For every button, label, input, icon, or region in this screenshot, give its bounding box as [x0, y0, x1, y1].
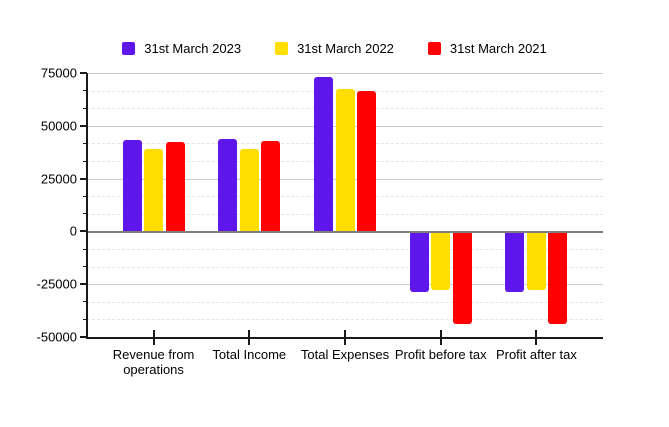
bar-31st-march-2023-category-4	[409, 233, 429, 293]
y-axis-tick-label: 75000	[40, 65, 77, 81]
gridline-minor	[87, 266, 603, 268]
y-axis-tick	[83, 301, 87, 303]
legend-item-1: 31st March 2023	[122, 41, 241, 56]
legend-item-3: 31st March 2021	[427, 41, 547, 56]
x-axis-tick	[535, 330, 538, 345]
gridline-major	[87, 73, 603, 74]
gridline-minor	[87, 249, 603, 250]
x-axis-tick	[152, 330, 155, 345]
bar-31st-march-2022-category-4	[431, 233, 451, 291]
bar-31st-march-2021-category-5	[548, 233, 568, 325]
y-axis-tick-label: -50000	[36, 329, 77, 345]
legend-item-2: 31st March 2022	[275, 41, 394, 56]
bar-31st-march-2021-category-2	[261, 140, 281, 232]
bar-31st-march-2023-category-1	[122, 139, 142, 232]
x-axis-category-label: Profit before tax	[394, 347, 487, 362]
y-axis-tick	[83, 107, 87, 109]
chart-legend: 31st March 2023 31st March 2022 31st March…	[0, 41, 669, 56]
legend-label: 31st March 2021	[449, 41, 547, 56]
gridline-minor	[87, 319, 603, 321]
x-axis-tick	[248, 330, 251, 345]
bar-31st-march-2022-category-1	[144, 149, 164, 232]
bar-31st-march-2022-category-5	[526, 233, 546, 291]
x-axis-category-label: Total Income	[212, 347, 287, 362]
y-axis-tick-label: 25000	[40, 171, 77, 187]
y-axis-tick-label: 50000	[40, 118, 77, 134]
y-axis-tick	[83, 248, 87, 250]
y-axis-tick	[80, 230, 87, 233]
zero-baseline	[87, 231, 603, 234]
y-axis-tick	[80, 124, 87, 127]
legend-label: 31st March 2023	[144, 41, 242, 56]
legend-swatch-icon	[427, 42, 441, 55]
y-axis-labels: 75000 50000 25000 0 -25000 -50000	[0, 66, 77, 345]
plot-area	[80, 72, 603, 345]
y-axis-tick	[83, 213, 87, 215]
legend-swatch-icon	[275, 42, 289, 55]
gridline-minor	[87, 301, 603, 303]
gridline-major	[87, 284, 603, 286]
bar-31st-march-2021-category-4	[452, 233, 472, 325]
y-axis-tick	[83, 90, 87, 92]
y-axis-tick	[83, 318, 87, 320]
x-axis-category-label: Profit after tax	[495, 347, 577, 362]
y-axis-tick	[83, 142, 87, 144]
x-axis-tick	[439, 330, 442, 345]
y-axis-tick	[80, 72, 87, 74]
x-axis-tick	[344, 330, 346, 345]
x-axis-labels: Revenue from operations Total Income Total…	[87, 347, 603, 392]
y-axis-tick	[83, 195, 87, 197]
bar-31st-march-2021-category-1	[165, 141, 185, 232]
y-axis-tick	[80, 336, 87, 338]
x-axis-category-label: Total Expenses	[300, 347, 390, 362]
y-axis-line	[86, 73, 88, 339]
y-axis-tick	[80, 283, 87, 286]
bar-31st-march-2023-category-5	[505, 233, 525, 293]
x-axis-category-label: Revenue from operations	[112, 347, 195, 378]
y-axis-tick	[83, 266, 87, 268]
y-axis-tick-label: 0	[69, 223, 77, 239]
bar-31st-march-2021-category-3	[357, 90, 376, 232]
y-axis-tick	[83, 160, 87, 162]
legend-label: 31st March 2022	[297, 41, 394, 56]
legend-swatch-icon	[122, 42, 136, 55]
bar-31st-march-2023-category-2	[218, 139, 238, 232]
y-axis-tick	[80, 177, 87, 180]
bar-31st-march-2022-category-2	[239, 149, 259, 232]
y-axis-tick-label: -25000	[36, 276, 77, 292]
bar-31st-march-2023-category-3	[314, 77, 333, 232]
bar-31st-march-2022-category-3	[335, 89, 355, 232]
